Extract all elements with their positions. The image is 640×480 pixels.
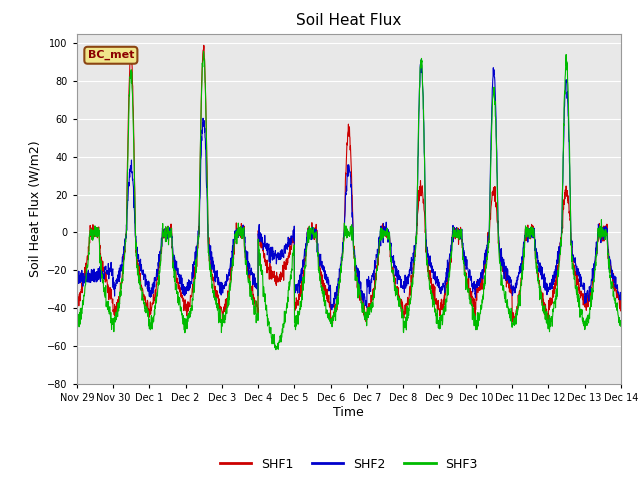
SHF1 <box>570 260 577 266</box>
SHF1 <box>73 294 81 300</box>
SHF1 <box>365 301 372 307</box>
SHF2 <box>617 292 625 298</box>
Line: SHF3: SHF3 <box>77 52 621 350</box>
SHF3 <box>508 305 515 311</box>
SHF2 <box>417 57 425 62</box>
SHF1 <box>225 291 232 297</box>
Title: Soil Heat Flux: Soil Heat Flux <box>296 13 401 28</box>
SHF1 <box>200 42 207 48</box>
SHF3 <box>377 235 385 241</box>
SHF2 <box>225 271 232 277</box>
Y-axis label: Soil Heat Flux (W/m2): Soil Heat Flux (W/m2) <box>29 141 42 277</box>
SHF3 <box>73 320 81 326</box>
SHF2 <box>328 307 335 313</box>
SHF1 <box>584 303 592 309</box>
Line: SHF2: SHF2 <box>77 60 621 310</box>
SHF3 <box>570 266 577 272</box>
SHF1 <box>329 321 337 326</box>
SHF2 <box>570 253 577 259</box>
SHF3 <box>617 324 625 329</box>
SHF1 <box>617 295 625 300</box>
SHF3 <box>584 317 592 323</box>
Text: BC_met: BC_met <box>88 50 134 60</box>
Legend: SHF1, SHF2, SHF3: SHF1, SHF2, SHF3 <box>214 453 483 476</box>
SHF2 <box>508 286 515 292</box>
SHF1 <box>508 290 515 296</box>
SHF3 <box>200 49 207 55</box>
X-axis label: Time: Time <box>333 406 364 419</box>
SHF2 <box>73 276 81 282</box>
SHF2 <box>584 295 592 301</box>
SHF3 <box>365 310 372 316</box>
SHF2 <box>376 228 384 234</box>
SHF3 <box>225 302 232 308</box>
SHF3 <box>272 347 280 353</box>
SHF1 <box>377 230 385 236</box>
Line: SHF1: SHF1 <box>77 45 621 324</box>
SHF2 <box>365 274 372 279</box>
